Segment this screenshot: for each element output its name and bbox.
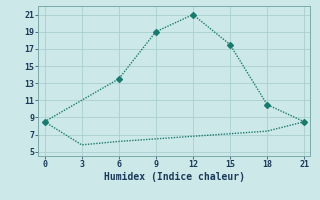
X-axis label: Humidex (Indice chaleur): Humidex (Indice chaleur) [104,172,245,182]
